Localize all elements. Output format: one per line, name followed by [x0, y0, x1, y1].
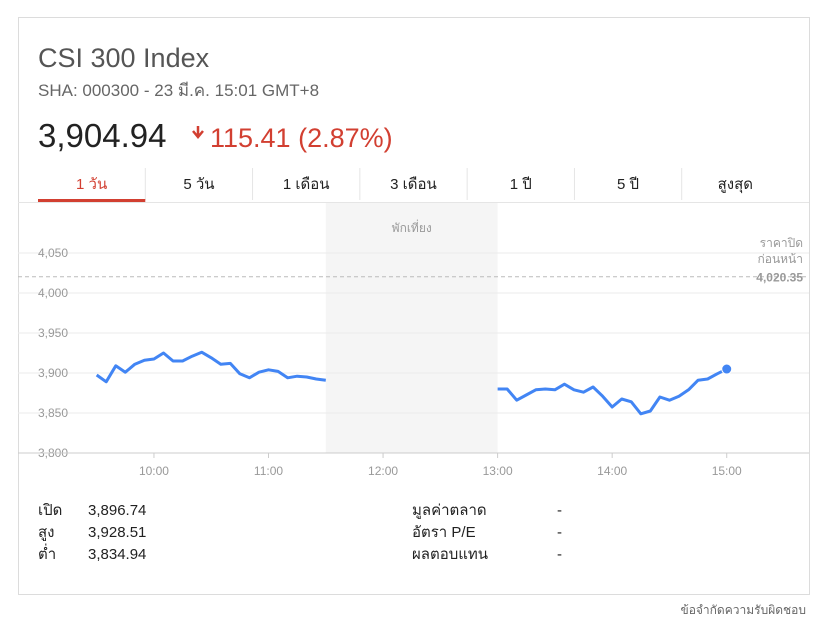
stat-label: อัตรา P/E: [412, 524, 476, 541]
change: 115.41 (2.87%): [210, 123, 393, 153]
stat-label: เปิด: [38, 502, 62, 519]
x-tick-label: 10:00: [139, 464, 169, 478]
x-tick-label: 15:00: [712, 464, 742, 478]
stat-value: -: [557, 546, 562, 563]
y-tick-label: 4,000: [38, 286, 68, 300]
x-tick-label: 11:00: [254, 464, 283, 478]
previous-close-label: 4,020.35: [756, 271, 803, 285]
stat-label: สูง: [38, 524, 54, 541]
x-tick-label: 13:00: [483, 464, 513, 478]
y-tick-label: 3,850: [38, 406, 68, 420]
tab[interactable]: 5 ปี: [617, 176, 639, 193]
stat-label: มูลค่าตลาด: [412, 502, 487, 519]
tab-underline: [38, 199, 146, 202]
x-tick-label: 12:00: [368, 464, 398, 478]
chart: พักเที่ยง3,8003,8503,9003,9504,0004,0501…: [18, 203, 809, 478]
stat-value: -: [557, 524, 562, 541]
subtitle: SHA: 000300 - 23 มี.ค. 15:01 GMT+8: [38, 81, 319, 100]
disclaimer-link[interactable]: ข้อจำกัดความรับผิดชอบ: [680, 603, 806, 617]
previous-close-title: ก่อนหน้า: [757, 252, 803, 266]
tab[interactable]: 5 วัน: [183, 176, 214, 193]
price: 3,904.94: [38, 117, 166, 154]
tab[interactable]: สูงสุด: [718, 176, 753, 194]
stat-label: ต่ำ: [38, 543, 56, 563]
stat-value: 3,928.51: [88, 524, 146, 541]
y-tick-label: 3,950: [38, 326, 68, 340]
break-label: พักเที่ยง: [392, 219, 432, 235]
tab-bar: 1 วัน 5 วัน 1 เดือน 3 เดือน 1 ปี 5 ปี สูงสุด: [38, 168, 753, 202]
tab[interactable]: 3 เดือน: [390, 176, 437, 193]
stat-value: 3,896.74: [88, 502, 146, 519]
previous-close-title: ราคาปิด: [760, 236, 803, 250]
x-tick-label: 14:00: [597, 464, 627, 478]
title: CSI 300 Index: [38, 43, 210, 73]
price-line: [95, 350, 728, 416]
y-tick-label: 4,050: [38, 246, 68, 260]
last-point: [721, 363, 733, 375]
tab[interactable]: 1 เดือน: [283, 176, 330, 193]
stat-value: 3,834.94: [88, 546, 146, 563]
stat-value: -: [557, 502, 562, 519]
stat-label: ผลตอบแทน: [412, 546, 488, 563]
stats: เปิด 3,896.74 สูง 3,928.51 ต่ำ 3,834.94 …: [38, 502, 562, 563]
tab[interactable]: 1 วัน: [76, 176, 107, 193]
tab[interactable]: 1 ปี: [510, 176, 532, 193]
y-tick-label: 3,900: [38, 366, 68, 380]
break-shade: [325, 203, 498, 453]
down-arrow: [192, 126, 204, 139]
